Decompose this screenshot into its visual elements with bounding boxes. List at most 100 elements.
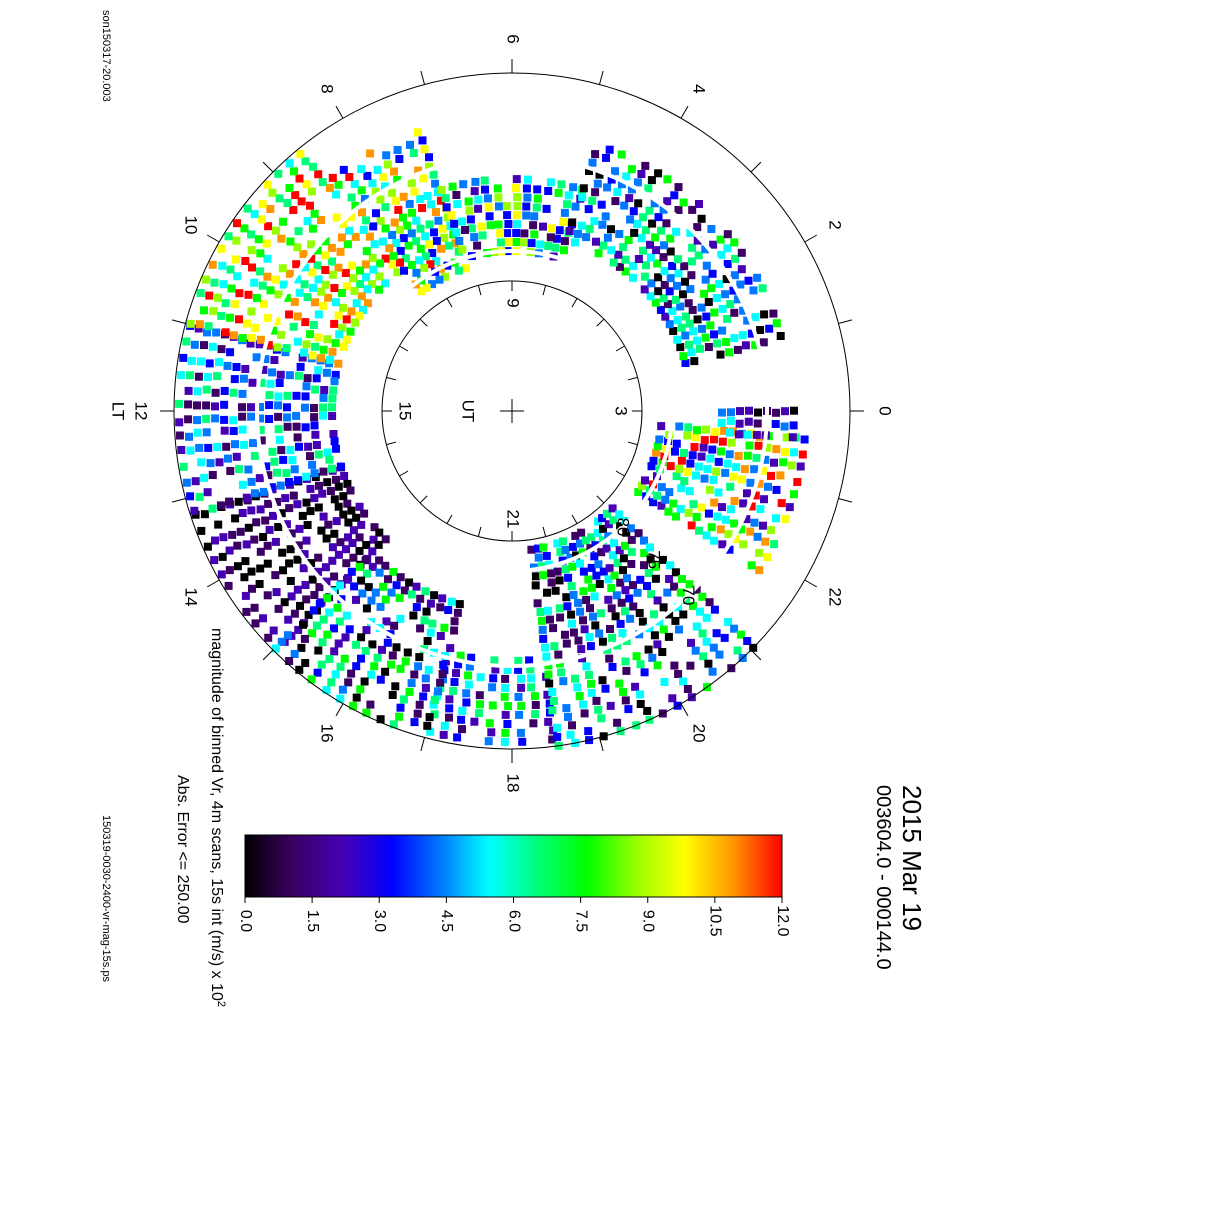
velocity-cell [332,444,340,453]
velocity-cell [292,391,301,400]
velocity-cell [538,625,547,634]
velocity-cell [303,217,312,226]
velocity-cell [366,149,375,158]
velocity-cell [699,443,708,452]
velocity-cell [562,639,571,648]
velocity-cell [602,153,610,162]
velocity-cell [533,599,542,608]
velocity-cell [641,226,650,235]
velocity-cell [464,671,473,680]
velocity-cell [393,175,402,184]
velocity-cell [322,534,331,543]
velocity-cell [367,596,376,605]
velocity-cell [242,493,251,502]
velocity-cell [431,179,440,188]
velocity-cell [707,225,716,233]
velocity-cell [681,359,690,367]
velocity-cell [553,732,562,741]
velocity-cell [202,414,211,423]
velocity-cell [700,289,709,298]
velocity-cell [485,212,494,221]
velocity-cell [772,408,780,417]
lt-hour-label: 22 [826,588,845,607]
velocity-cell [686,228,695,237]
velocity-cell [290,297,299,306]
velocity-cell [334,359,343,368]
velocity-cell [282,469,291,478]
velocity-cell [302,382,311,391]
velocity-cell [314,170,323,179]
ut-tick [615,345,625,352]
velocity-cell [330,319,339,328]
velocity-cell [595,580,604,588]
velocity-cell [430,710,439,719]
velocity-cell [310,404,318,412]
velocity-cell [204,322,213,331]
velocity-cell [695,200,703,208]
ut-tick [627,441,638,446]
velocity-cell [347,212,356,221]
velocity-cell [266,286,275,295]
velocity-cell [218,261,227,270]
velocity-cell [530,692,539,701]
velocity-cell [610,571,619,580]
velocity-cell [480,176,489,185]
velocity-cell [248,378,257,387]
velocity-cell [262,462,271,471]
velocity-cell [311,342,320,351]
velocity-cell [696,344,704,353]
velocity-cell [710,435,718,444]
lt-hour-label: 14 [181,588,200,607]
velocity-cell [322,368,331,377]
velocity-cell [539,634,548,643]
velocity-cell [440,233,449,242]
velocity-cell [356,280,365,288]
velocity-cell [258,281,267,290]
velocity-cell [461,264,470,273]
velocity-cell [355,547,364,555]
lt-hour-label: 6 [504,34,523,43]
velocity-cell [302,340,311,349]
velocity-cell [697,303,706,312]
velocity-cell [279,455,288,464]
velocity-cell [697,214,706,223]
velocity-cell [244,523,253,532]
velocity-cell [295,442,303,451]
velocity-cell [344,678,353,687]
velocity-cell [193,416,202,425]
colorbar-gradient [244,834,783,898]
velocity-cell [374,540,383,549]
velocity-cell [503,229,512,238]
velocity-cell [310,494,319,503]
velocity-cell [432,208,440,216]
velocity-cell [217,244,226,253]
velocity-cell [590,592,599,601]
velocity-cell [772,319,781,328]
velocity-cell [754,441,763,450]
velocity-cell [676,504,685,513]
velocity-cell [567,610,576,619]
velocity-cell [349,526,358,535]
velocity-cell [658,648,667,656]
velocity-cell [330,624,338,633]
velocity-cell [687,638,695,647]
velocity-cell [430,228,438,237]
velocity-cell [556,547,565,556]
velocity-cell [679,610,688,619]
velocity-cell [351,201,360,210]
velocity-cell [526,665,535,674]
velocity-cell [202,275,210,284]
velocity-cell [674,183,683,192]
velocity-cell [195,320,204,329]
velocity-cell [368,179,377,188]
velocity-cell [283,413,292,422]
velocity-cell [662,219,671,228]
velocity-cell [288,456,297,465]
velocity-cell [690,357,699,366]
velocity-cell [373,653,382,662]
velocity-cell [314,567,322,576]
velocity-cell [764,482,772,491]
velocity-cell [644,645,653,654]
velocity-cell [414,128,422,137]
velocity-cell [279,566,287,575]
